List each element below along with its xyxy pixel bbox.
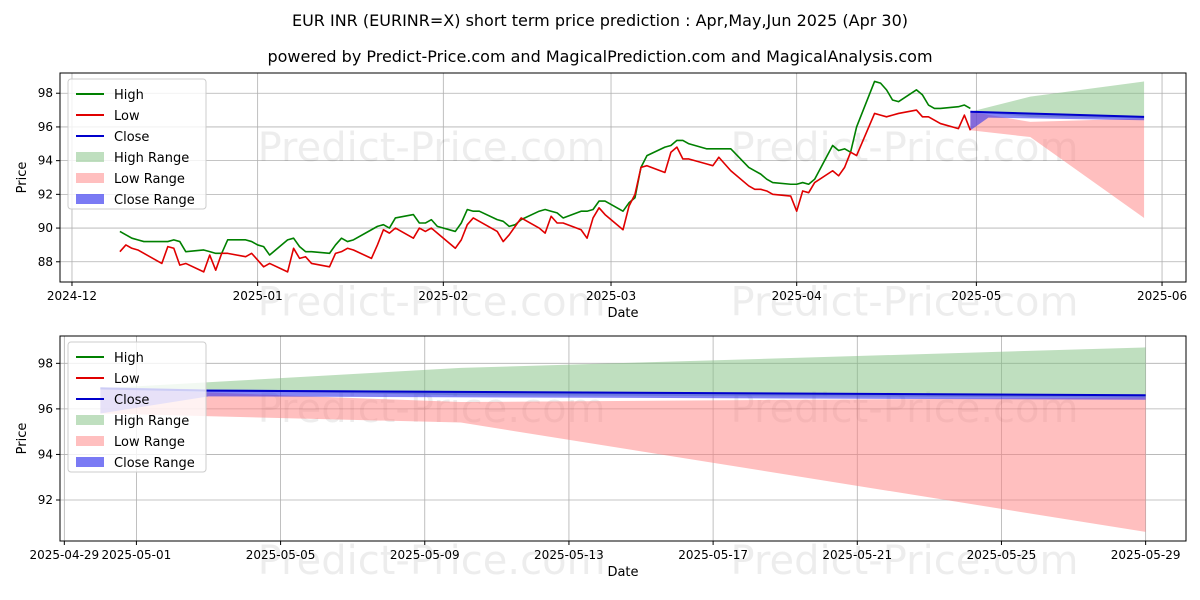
- legend-item-close-range: Close Range: [76, 193, 195, 208]
- legend-swatch: [76, 457, 104, 467]
- legend-swatch: [76, 173, 104, 183]
- y-tick-label: 88: [38, 255, 53, 269]
- x-tick-label: 2025-04-29: [29, 548, 99, 562]
- x-tick-label: 2025-05-13: [534, 548, 604, 562]
- legend-label: High: [114, 88, 144, 103]
- y-tick-label: 98: [38, 356, 53, 370]
- x-axis-label: Date: [607, 306, 638, 321]
- legend-item-low: Low: [76, 109, 140, 124]
- legend: High Low Close High Range Low Range Close Ran…: [67, 78, 207, 210]
- legend-item-close: Close: [76, 130, 149, 145]
- y-axis: 92 94 96 98: [38, 356, 60, 507]
- x-axis-label: Date: [607, 565, 638, 580]
- x-tick-label: 2025-05-01: [102, 548, 172, 562]
- x-tick-label: 2025-05-25: [967, 548, 1037, 562]
- legend-item-high: High: [76, 88, 144, 103]
- watermark-text: Predict-Price.com: [731, 279, 1079, 325]
- band-low-range: [100, 388, 1146, 532]
- x-tick-label: 2025-05-09: [390, 548, 460, 562]
- legend-label: Close: [114, 393, 149, 408]
- y-axis: 88 90 92 94 96 98: [38, 86, 60, 269]
- legend-swatch: [76, 415, 104, 425]
- legend-label: Close Range: [114, 456, 195, 471]
- x-tick-label: 2025-01: [233, 289, 283, 303]
- legend-label: Low Range: [114, 172, 185, 187]
- x-tick-label: 2025-06: [1137, 289, 1187, 303]
- x-tick-label: 2025-05-17: [678, 548, 748, 562]
- legend-swatch: [76, 152, 104, 162]
- x-tick-label: 2025-04: [772, 289, 822, 303]
- y-axis-label: Price: [15, 162, 30, 194]
- band-high-range: [100, 347, 1146, 398]
- watermark-text: Predict-Price.com: [731, 538, 1079, 584]
- x-axis: 2025-04-29 2025-05-01 2025-05-05 2025-05-09…: [29, 541, 1181, 562]
- series-line-close: [970, 110, 1145, 118]
- legend-label: High: [114, 351, 144, 366]
- legend-item-low-range: Low Range: [76, 435, 185, 450]
- x-tick-label: 2025-05-21: [822, 548, 892, 562]
- legend-label: High Range: [114, 414, 189, 429]
- chart-subtitle: powered by Predict-Price.com and Magical…: [267, 47, 932, 66]
- series-line-high: [119, 80, 971, 256]
- watermark-text: Predict-Price.com: [258, 279, 606, 325]
- chart-panel-forecast: Predict-Price.comPredict-Price.comPredic…: [15, 335, 1187, 584]
- watermark-text: Predict-Price.com: [258, 125, 606, 171]
- legend-item-high-range: High Range: [76, 151, 189, 166]
- x-tick-label: 2025-05: [951, 289, 1001, 303]
- plot-frame: [59, 72, 1187, 283]
- series-line-low: [119, 109, 972, 273]
- plot-area: [119, 80, 1145, 273]
- y-tick-label: 98: [38, 86, 53, 100]
- y-axis-label: Price: [15, 423, 30, 455]
- y-tick-label: 96: [38, 402, 53, 416]
- x-tick-label: 2025-02: [418, 289, 468, 303]
- y-tick-label: 94: [38, 154, 53, 168]
- legend-label: Close Range: [114, 193, 195, 208]
- y-tick-label: 90: [38, 221, 53, 235]
- chart-title: EUR INR (EURINR=X) short term price pred…: [292, 11, 908, 30]
- band-low-range: [970, 111, 1145, 218]
- watermark-text: Predict-Price.com: [258, 538, 606, 584]
- band-high-range: [970, 81, 1145, 119]
- legend-label: Close: [114, 130, 149, 145]
- legend-item-high: High: [76, 351, 144, 366]
- legend-label: Low: [114, 372, 140, 387]
- legend-item-close: Close: [76, 393, 149, 408]
- legend-swatch: [76, 436, 104, 446]
- legend: High Low Close High Range Low Range Close Ran…: [67, 341, 207, 473]
- y-tick-label: 92: [38, 493, 53, 507]
- chart-panel-main: Predict-Price.com Predict-Price.com Predic…: [15, 72, 1187, 325]
- x-tick-label: 2024-12: [47, 289, 97, 303]
- y-tick-label: 94: [38, 447, 53, 461]
- legend-item-close-range: Close Range: [76, 456, 195, 471]
- legend-swatch: [76, 194, 104, 204]
- x-axis: 2024-12 2025-01 2025-02 2025-03 2025-04 2025-…: [47, 282, 1187, 303]
- x-tick-label: 2025-05-29: [1111, 548, 1181, 562]
- legend-item-low-range: Low Range: [76, 172, 185, 187]
- y-tick-label: 92: [38, 187, 53, 201]
- y-tick-label: 96: [38, 120, 53, 134]
- legend-item-low: Low: [76, 372, 140, 387]
- plot-area: [100, 347, 1146, 532]
- x-tick-label: 2025-03: [586, 289, 636, 303]
- legend-label: Low Range: [114, 435, 185, 450]
- legend-item-high-range: High Range: [76, 414, 189, 429]
- plot-frame: [59, 335, 1187, 542]
- x-tick-label: 2025-05-05: [246, 548, 316, 562]
- legend-label: Low: [114, 109, 140, 124]
- legend-label: High Range: [114, 151, 189, 166]
